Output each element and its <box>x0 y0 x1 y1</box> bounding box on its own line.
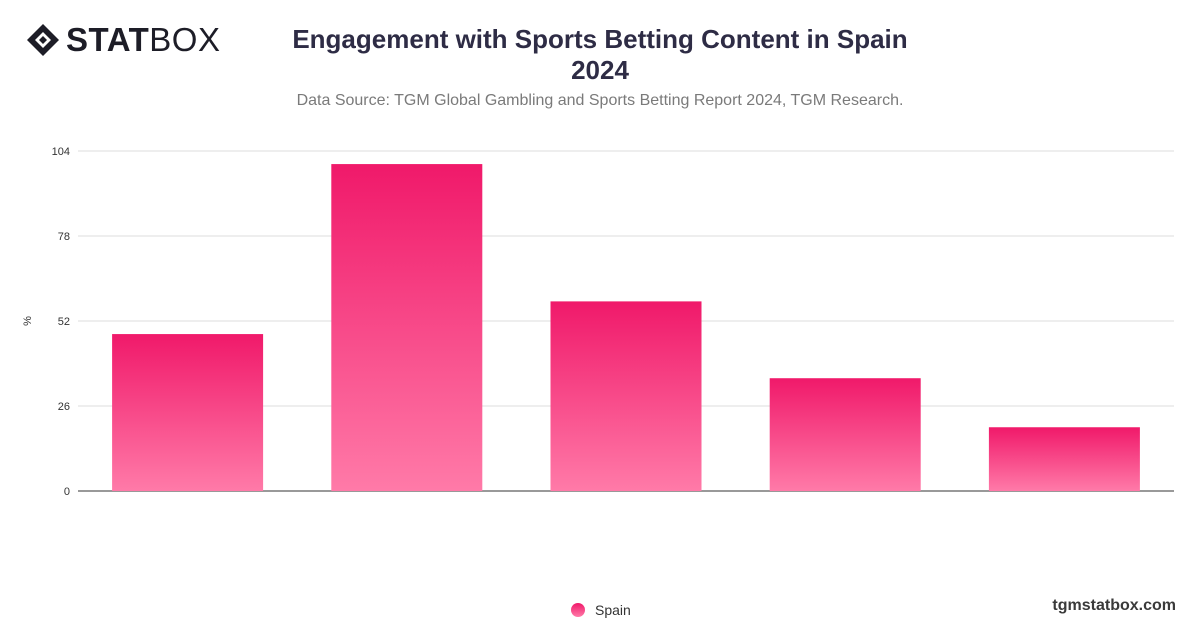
chart-title-line2: 2024 <box>571 55 629 85</box>
diamond-logo-icon <box>27 24 59 56</box>
logo-text-bold: STAT <box>66 21 150 58</box>
legend-label-spain: Spain <box>595 602 631 618</box>
y-tick-label: 78 <box>58 231 70 243</box>
bar-3[interactable] <box>550 301 702 491</box>
y-axis-label: % <box>22 316 34 326</box>
y-tick-label: 52 <box>58 316 70 328</box>
logo-text-light: BOX <box>149 21 221 58</box>
bar-5[interactable] <box>988 427 1140 491</box>
y-tick-label: 0 <box>64 486 70 498</box>
y-tick-label: 104 <box>52 146 70 158</box>
footer-site[interactable]: tgmstatbox.com <box>1052 597 1176 614</box>
legend-marker-icon <box>571 603 585 617</box>
bar-layer <box>112 164 1140 492</box>
logo-wordmark: STATBOX <box>66 22 220 58</box>
chart-subtitle: Data Source: TGM Global Gambling and Spo… <box>296 92 904 109</box>
chart-title: Engagement with Sports Betting Content i… <box>250 24 950 86</box>
legend[interactable]: Spain <box>571 602 631 618</box>
bar-4[interactable] <box>769 378 921 491</box>
bar-2[interactable] <box>331 164 483 492</box>
bar-1[interactable] <box>112 334 264 491</box>
statbox-logo: STATBOX <box>26 22 220 58</box>
chart-title-line1: Engagement with Sports Betting Content i… <box>292 24 908 54</box>
y-tick-label: 26 <box>58 401 70 413</box>
